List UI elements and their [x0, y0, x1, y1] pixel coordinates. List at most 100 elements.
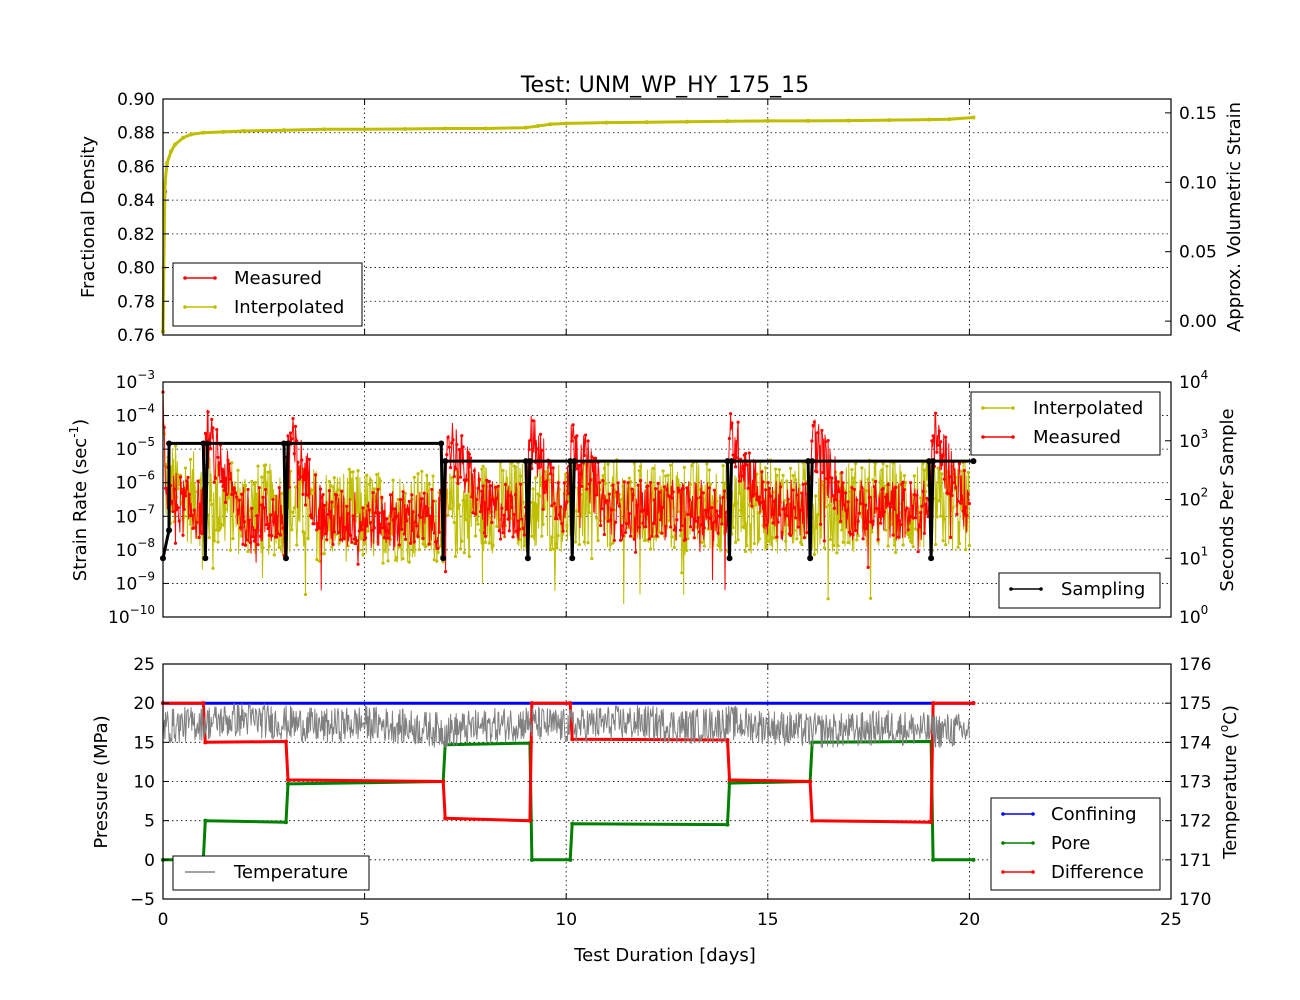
y-tick-label-5: 20 [133, 694, 155, 714]
data-point [346, 512, 350, 516]
data-point [236, 508, 240, 512]
y2-tick-label-3: 173 [1179, 773, 1211, 793]
y-tick-label-5: 0.86 [117, 157, 155, 177]
data-point [267, 544, 271, 548]
data-point [583, 433, 588, 437]
y-tick-label-6: 10−4 [116, 402, 155, 427]
data-point [307, 457, 311, 461]
density-panel: 0.76 0.78 0.80 0.82 0.84 0.86 0.88 0.90 0.00 0.05… [78, 90, 1245, 346]
data-point [792, 506, 796, 510]
data-point [822, 546, 826, 550]
data-point [496, 484, 500, 488]
data-point [327, 479, 331, 484]
data-point [247, 518, 251, 522]
data-point [867, 495, 871, 499]
data-point [786, 497, 790, 501]
data-point [553, 542, 558, 546]
data-point [201, 130, 206, 135]
data-point [646, 484, 650, 488]
data-point [613, 520, 618, 524]
x-tick-label-3: 15 [757, 910, 779, 930]
data-point [892, 543, 896, 547]
data-point [658, 518, 663, 522]
data-point [842, 503, 846, 507]
data-point [165, 161, 170, 166]
data-point [576, 466, 580, 471]
data-point [275, 535, 279, 539]
data-point [171, 509, 175, 514]
data-point [871, 478, 875, 482]
data-point [673, 526, 678, 531]
data-point [415, 524, 419, 528]
data-point [320, 495, 324, 499]
data-point [774, 467, 778, 471]
data-point [575, 509, 579, 513]
data-point [291, 510, 295, 514]
data-point [502, 513, 506, 517]
data-point [402, 127, 407, 132]
data-point [762, 500, 766, 504]
data-point [453, 554, 458, 559]
data-point [886, 544, 890, 548]
series-line-1 [163, 740, 974, 862]
data-point [725, 822, 730, 827]
data-point [178, 475, 183, 479]
data-point [216, 540, 220, 544]
data-point [228, 477, 233, 481]
data-point [744, 452, 748, 456]
data-point [204, 440, 211, 447]
data-point [243, 543, 248, 547]
y2-tick-label-2: 172 [1179, 812, 1211, 832]
data-point [255, 492, 259, 496]
data-point [819, 522, 823, 526]
data-point [697, 530, 701, 534]
data-point [661, 505, 665, 509]
data-point [522, 544, 526, 548]
data-point [651, 521, 655, 525]
data-point [398, 498, 403, 502]
data-point [850, 467, 854, 472]
data-point [964, 505, 968, 509]
data-point [332, 530, 336, 534]
data-point [173, 142, 178, 147]
data-point [820, 428, 824, 433]
data-point [555, 517, 559, 521]
y-tick-label-7: 10−3 [116, 368, 155, 393]
data-point [735, 501, 739, 505]
data-point [677, 483, 681, 488]
data-point [678, 528, 683, 532]
data-point [423, 504, 428, 509]
data-point [432, 558, 436, 562]
data-point [491, 543, 495, 547]
data-point [707, 468, 711, 472]
data-point [577, 463, 581, 468]
data-point [667, 495, 671, 499]
data-point [742, 526, 746, 530]
data-point [736, 538, 740, 542]
data-point [884, 528, 888, 532]
density-ylabel: Fractional Density [78, 136, 99, 298]
data-point [808, 779, 813, 784]
data-point [505, 507, 509, 511]
y-tick-label-0: 10−10 [108, 603, 155, 628]
data-point [815, 470, 819, 474]
data-point [190, 482, 194, 486]
data-point [675, 518, 679, 522]
data-point [208, 498, 213, 502]
data-point [562, 481, 566, 485]
data-point [954, 486, 958, 490]
data-point [350, 540, 354, 544]
data-point [931, 434, 935, 438]
data-point [541, 507, 545, 511]
data-point [330, 545, 334, 549]
data-point [886, 483, 890, 487]
data-point [655, 534, 659, 538]
data-point [782, 507, 786, 511]
data-point [177, 519, 181, 523]
series-line-2 [161, 441, 974, 560]
data-point [442, 458, 449, 465]
data-point [487, 479, 491, 484]
data-point [496, 506, 500, 511]
data-point [665, 487, 669, 492]
y2-tick-label-6: 176 [1179, 655, 1211, 675]
